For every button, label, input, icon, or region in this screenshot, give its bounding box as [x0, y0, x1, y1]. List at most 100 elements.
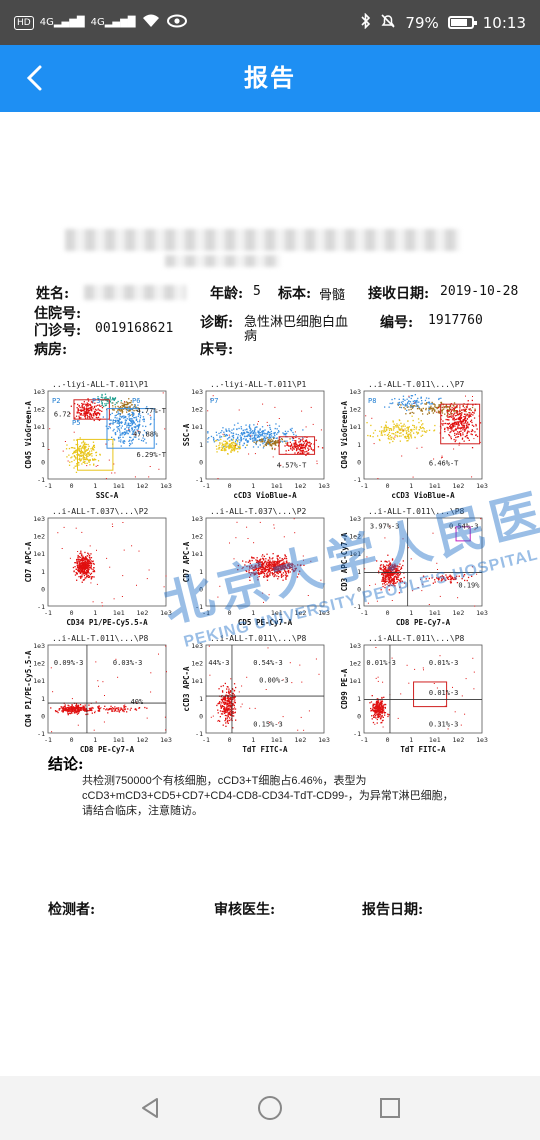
plot-dots: [50, 645, 167, 733]
y-tick: 0: [199, 585, 203, 593]
y-tick: 1e1: [349, 550, 361, 558]
x-tick: 1e3: [476, 609, 488, 617]
y-tick: 0: [357, 712, 361, 720]
page-title: 报告: [244, 64, 296, 92]
gate-2: [77, 438, 114, 471]
x-tick: 1e2: [137, 736, 149, 744]
plot-frame: [47, 644, 167, 734]
y-tick: 1e1: [349, 677, 361, 685]
gate-value: 44%-3: [208, 659, 229, 667]
signal-label-2: 4G: [90, 17, 105, 28]
y-tick: -1: [195, 476, 203, 484]
flow-plot-2: ..-liyi-ALL-T.011\P1 P7 4.57%-T -1 0 1 1e1 1e2 1…: [182, 380, 330, 500]
bluetooth-icon: [361, 12, 371, 33]
y-tick: 0: [357, 585, 361, 593]
nav-back-button[interactable]: [128, 1086, 172, 1130]
plot-title: ..-liyi-ALL-T.011\P1: [52, 380, 149, 389]
flow-cytometry-plots: ..-liyi-ALL-T.011\P1 P2 P5 P3 P4 P6 4.77%-T 6.7…: [20, 377, 490, 757]
gate-value: 6.72: [54, 410, 71, 418]
gate-1: [413, 681, 448, 708]
x-axis-label: SSC-A: [96, 491, 119, 500]
plot-dots: [217, 518, 322, 603]
plot-title: ..i-ALL-T.037\...\P2: [52, 507, 149, 516]
flow-plot-5: ..i-ALL-T.037\...\P2 -1 0 1 1e1 1e2 1e3 -1 0 1 1e1…: [182, 507, 330, 627]
x-axis-label: TdT FITC-A: [242, 745, 288, 754]
y-tick: 1e3: [349, 515, 361, 523]
battery-icon: [447, 16, 477, 29]
x-tick: 1: [409, 736, 413, 744]
specimen-label: 标本:: [278, 286, 312, 302]
y-tick: 1: [41, 568, 45, 576]
y-tick: 1e3: [191, 642, 203, 650]
x-tick: 1e1: [113, 482, 125, 490]
gate-value: 0.15%-3: [253, 721, 283, 729]
flow-plot-9: ..i-ALL-T.011\...\P8 0.01%-3 0.01%-3 0.01%-…: [340, 634, 488, 754]
x-tick: -1: [202, 482, 210, 490]
triangle-back-icon: [142, 1098, 158, 1118]
y-tick: 0: [199, 712, 203, 720]
y-tick: 0: [41, 458, 45, 466]
y-tick: 0: [199, 458, 203, 466]
plot-title: ..i-ALL-T.037\...\P2: [210, 507, 307, 516]
flow-plot-3: ..i-ALL-T.011\...\P7 P8 6.46%-T -1 0 1 1e1 1e2 1…: [340, 380, 488, 500]
x-tick: -1: [44, 482, 52, 490]
outpatient-no-value: 0019168621: [95, 321, 174, 336]
flow-plot-7: ..i-ALL-T.011\...\P8 0.09%-3 0.03%-3 40% -1 0…: [24, 634, 172, 754]
x-tick: 1e2: [453, 609, 465, 617]
plot-dots: [57, 522, 167, 607]
y-tick: 1e3: [191, 515, 203, 523]
plot-title: ..i-ALL-T.011\...\P8: [210, 634, 307, 643]
nav-recent-button[interactable]: [368, 1086, 412, 1130]
x-tick: 1e3: [318, 609, 330, 617]
x-tick: 1e2: [453, 736, 465, 744]
y-tick: -1: [353, 476, 361, 484]
age-label: 年龄:: [210, 286, 244, 302]
x-tick: 0: [386, 609, 390, 617]
gate-value: 6.29%-T: [137, 451, 167, 459]
y-axis-label: CD7 APC-A: [182, 541, 191, 582]
gate-value: 0.54%-3: [253, 659, 283, 667]
y-tick: -1: [353, 603, 361, 611]
x-tick: 1e1: [113, 736, 125, 744]
outpatient-no-label: 门诊号:: [34, 323, 82, 339]
square-recent-icon: [380, 1098, 400, 1118]
status-bar: HD 4G▂▄▆█ 4G▂▄▆█ 79% 10:13: [0, 0, 540, 45]
flow-plot-6: ..i-ALL-T.011\...\P8 3.97%-3 0.54%-3 0.19% -…: [340, 507, 488, 627]
app-header: 报告: [0, 45, 540, 112]
y-tick: 1: [199, 441, 203, 449]
plot-title: ..i-ALL-T.011\...\P8: [368, 507, 465, 516]
x-tick: 1e3: [476, 482, 488, 490]
gate-name: P7: [210, 397, 218, 405]
x-tick: 1e2: [295, 482, 307, 490]
y-tick: 1e2: [191, 406, 203, 414]
eye-icon: [167, 14, 188, 32]
y-tick: 1e1: [349, 423, 361, 431]
y-tick: 1e1: [33, 423, 45, 431]
y-tick: 1e1: [33, 550, 45, 558]
number-value: 1917760: [428, 313, 483, 328]
x-tick: 1: [251, 736, 255, 744]
signal-icon-2: 4G▂▄▆█: [90, 17, 136, 28]
x-tick: 1e2: [137, 609, 149, 617]
y-axis-label: CD3 APC-Cy7-A: [340, 532, 349, 591]
gate-value: 6.46%-T: [429, 460, 459, 468]
battery-percent: 79%: [405, 13, 439, 32]
specimen-value: 骨髓: [319, 288, 346, 303]
x-axis-label: cCD3 VioBlue-A: [233, 491, 297, 500]
back-button[interactable]: [14, 58, 54, 98]
nav-home-button[interactable]: [248, 1086, 292, 1130]
gate-value: 4.57%-T: [277, 461, 307, 469]
x-tick: 1: [93, 609, 97, 617]
x-tick: 0: [228, 609, 232, 617]
report-date-label: 报告日期:: [362, 902, 424, 918]
x-axis-label: TdT FITC-A: [400, 745, 446, 754]
gate-value: 47.88%: [133, 431, 159, 439]
y-tick: 1e3: [33, 515, 45, 523]
y-tick: 1e2: [33, 660, 45, 668]
x-tick: 1e3: [318, 482, 330, 490]
x-tick: 1e1: [271, 736, 283, 744]
x-tick: 1: [93, 482, 97, 490]
y-axis-label: cCD3 APC-A: [182, 666, 191, 712]
plot-title: ..i-ALL-T.011\...\P8: [52, 634, 149, 643]
x-tick: 1e2: [453, 482, 465, 490]
